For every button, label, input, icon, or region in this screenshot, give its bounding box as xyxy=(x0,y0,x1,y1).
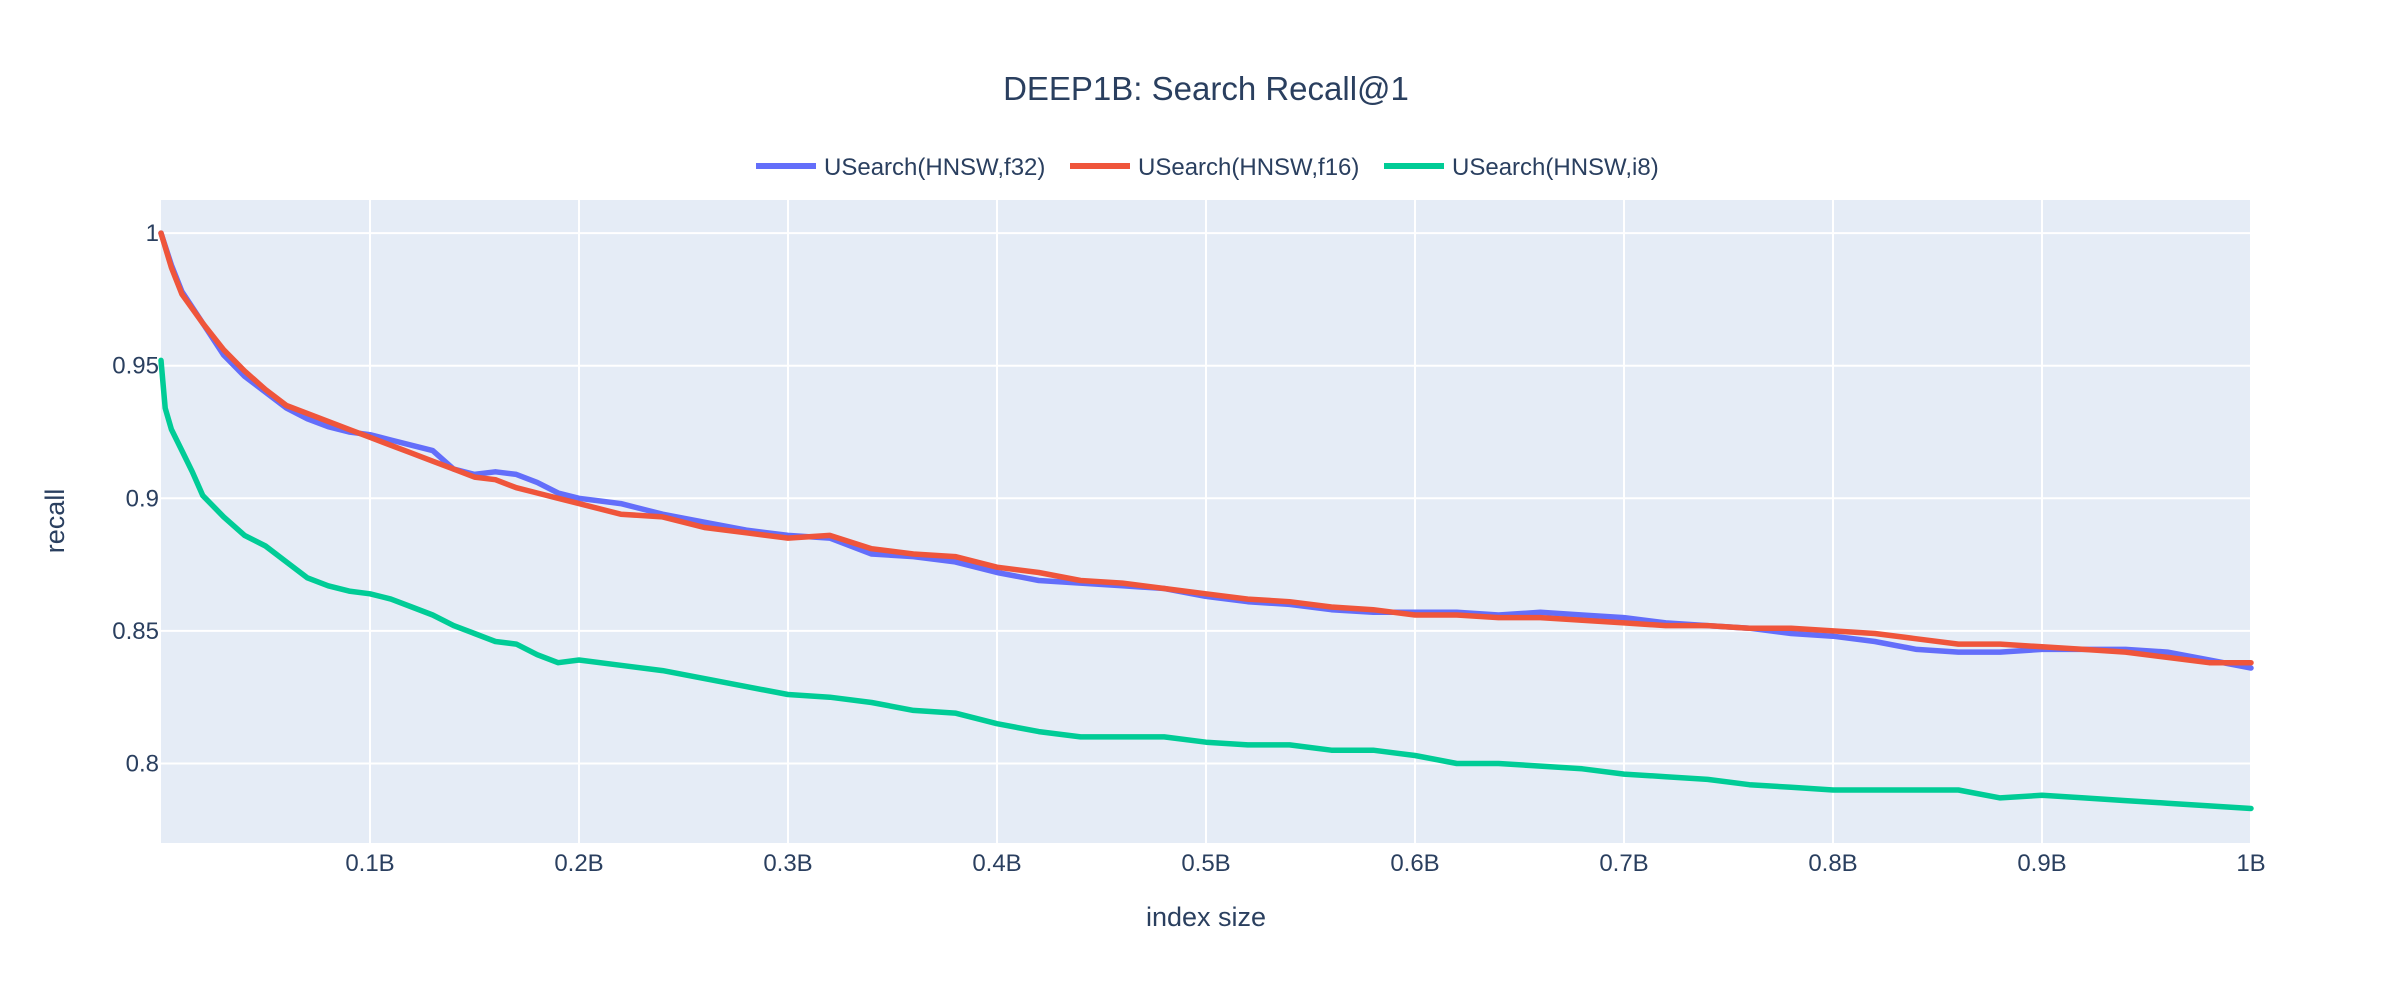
x-tick-label: 0.8B xyxy=(1808,850,1857,877)
x-tick-label: 1B xyxy=(2236,850,2265,877)
legend-item[interactable]: USearch(HNSW,i8) xyxy=(1384,154,1659,181)
y-tick-label: 1 xyxy=(146,220,159,247)
series-line-3 xyxy=(158,357,2254,812)
series-lines xyxy=(158,230,2254,812)
series-line-2 xyxy=(158,230,2254,666)
legend-item[interactable]: USearch(HNSW,f32) xyxy=(756,154,1045,181)
legend-label: USearch(HNSW,f16) xyxy=(1138,154,1359,181)
x-axis-title: index size xyxy=(1146,902,1266,932)
legend-item[interactable]: USearch(HNSW,f16) xyxy=(1070,154,1359,181)
x-gridlines xyxy=(369,200,2252,843)
x-tick-label: 0.5B xyxy=(1181,850,1230,877)
x-tick-label: 0.7B xyxy=(1599,850,1648,877)
x-tick-label: 0.3B xyxy=(763,850,812,877)
y-axis-ticks: 0.8 0.85 0.9 0.95 1 xyxy=(112,220,159,777)
x-tick-label: 0.4B xyxy=(972,850,1021,877)
x-axis-ticks: 0.1B 0.2B 0.3B 0.4B 0.5B 0.6B 0.7B 0.8B 0.9B 1B xyxy=(345,850,2265,877)
legend[interactable]: USearch(HNSW,f32) USearch(HNSW,f16) USearc… xyxy=(756,154,1659,181)
legend-label: USearch(HNSW,i8) xyxy=(1452,154,1659,181)
x-tick-label: 0.2B xyxy=(554,850,603,877)
chart-title: DEEP1B: Search Recall@1 xyxy=(1003,70,1409,107)
y-tick-label: 0.95 xyxy=(112,353,159,380)
y-tick-label: 0.8 xyxy=(126,750,159,777)
y-gridlines xyxy=(161,232,2251,765)
y-axis-title: recall xyxy=(40,489,70,554)
y-tick-label: 0.85 xyxy=(112,618,159,645)
y-tick-label: 0.9 xyxy=(126,485,159,512)
x-tick-label: 0.1B xyxy=(345,850,394,877)
x-tick-label: 0.9B xyxy=(2017,850,2066,877)
legend-label: USearch(HNSW,f32) xyxy=(824,154,1045,181)
x-tick-label: 0.6B xyxy=(1390,850,1439,877)
